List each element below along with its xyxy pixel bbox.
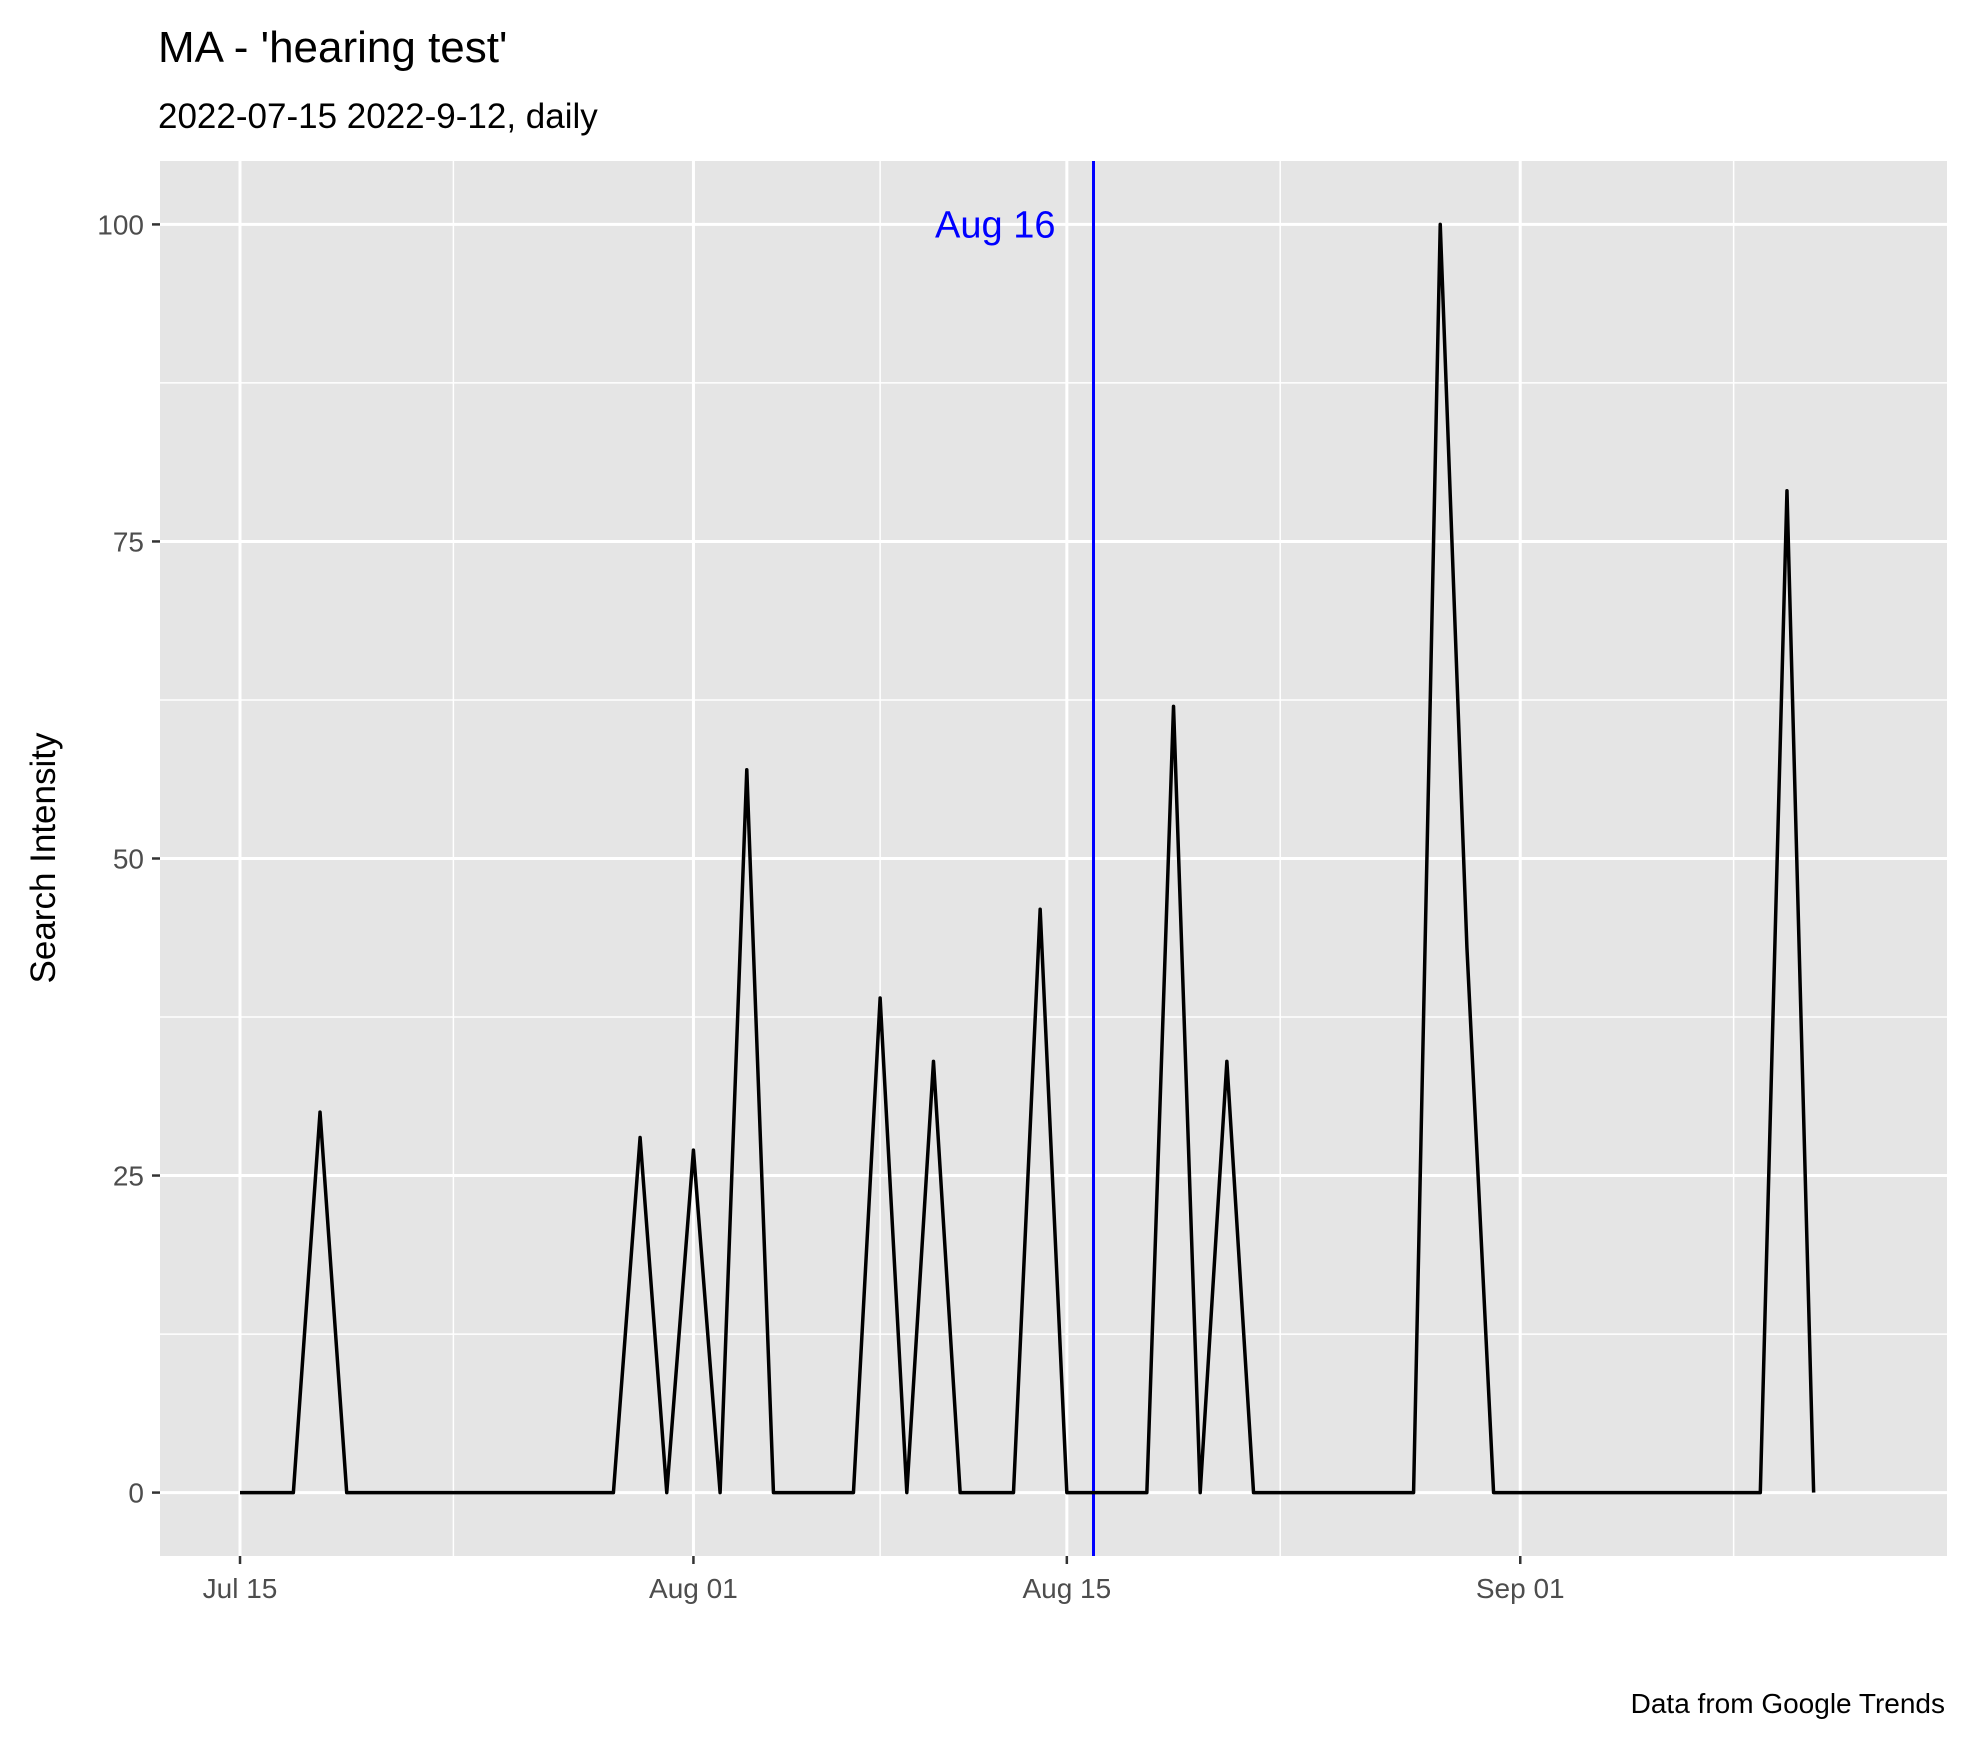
y-tick-label: 100 [97, 209, 144, 240]
y-tick-label: 75 [113, 526, 144, 557]
y-tick-label: 50 [113, 844, 144, 875]
series-line [240, 222, 1816, 1495]
x-tick-label: Aug 01 [649, 1573, 738, 1604]
x-tick-label: Sep 01 [1476, 1573, 1565, 1604]
y-tick-label: 25 [113, 1161, 144, 1192]
reference-vline-label: Aug 16 [935, 204, 1055, 246]
y-tick-label: 0 [128, 1478, 144, 1509]
x-tick-label: Jul 15 [203, 1573, 278, 1604]
vline-group: Aug 16 [935, 161, 1096, 1556]
chart-title: MA - 'hearing test' [158, 23, 507, 72]
chart-subtitle: 2022-07-15 2022-9-12, daily [158, 97, 598, 136]
x-tick-label: Aug 15 [1022, 1573, 1111, 1604]
x-axis: Jul 15 Aug 01 Aug 15 Sep 01 [203, 1556, 1565, 1604]
chart-caption: Data from Google Trends [1631, 1688, 1945, 1719]
y-axis-label: Search Intensity [24, 732, 63, 983]
y-axis: 0 25 50 75 100 [97, 209, 160, 1509]
